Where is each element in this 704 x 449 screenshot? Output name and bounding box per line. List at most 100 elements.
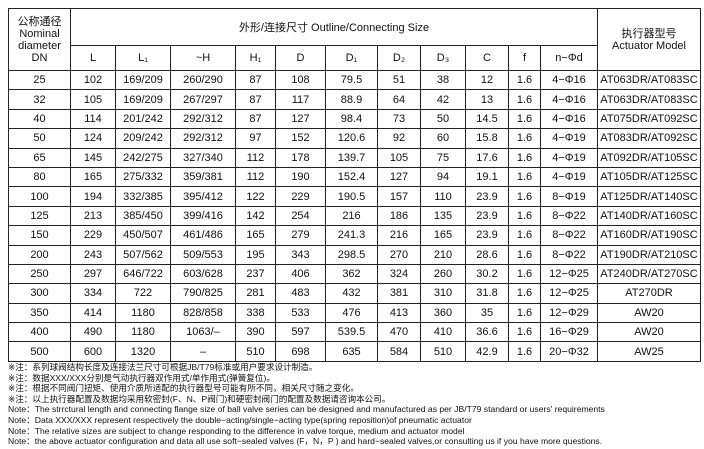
table-row: 65 145 242/275 327/340 112 178 139.7 105 75 17.6 1… <box>8 147 702 168</box>
table-cell: 237 <box>235 263 276 285</box>
table-cell: 178 <box>275 147 326 168</box>
table-cell: 360 <box>420 302 466 324</box>
note-line: Note：the above actuator configuration an… <box>8 436 603 447</box>
table-cell: 165 <box>420 225 466 246</box>
column-header: n−Φd <box>539 45 599 71</box>
table-cell: AT270DR <box>597 283 702 304</box>
table-cell: 4−Φ19 <box>539 147 599 168</box>
table-head: 公称通径 Nominal diameter DN 外形/连接尺寸 Outline/Con… <box>8 8 702 71</box>
table-cell: 270 <box>377 244 421 265</box>
table-cell: 209/242 <box>115 128 171 149</box>
table-cell: 250 <box>8 263 71 285</box>
table-row: 350 414 1180 828/858 338 533 476 413 360 35 1.6 12−… <box>8 302 702 324</box>
spec-table-wrap: 公称通径 Nominal diameter DN 外形/连接尺寸 Outline/Con… <box>8 8 702 362</box>
table-cell: 51 <box>377 69 421 91</box>
table-cell: 112 <box>235 147 276 168</box>
table-cell: 23.9 <box>465 225 509 246</box>
table-cell: AT063DR/AT083SC <box>597 69 702 91</box>
table-cell: 30.2 <box>465 263 509 285</box>
header-row: 公称通径 Nominal diameter DN 外形/连接尺寸 Outline/Con… <box>8 8 702 71</box>
table-cell: 350 <box>8 302 71 324</box>
table-cell: AT125DR/AT140SC <box>597 186 702 207</box>
table-cell: 50 <box>8 128 71 149</box>
group-header: 外形/连接尺寸 Outline/Connecting Size <box>69 8 599 46</box>
table-cell: 139.7 <box>325 147 378 168</box>
table-row: 400 490 1180 1063/– 390 597 539.5 470 410 36.6 1.6… <box>8 322 702 343</box>
table-cell: 120.6 <box>325 128 378 149</box>
table-cell: AT140DR/AT160SC <box>597 205 702 227</box>
table-cell: 400 <box>8 322 71 343</box>
table-cell: 110 <box>420 186 466 207</box>
table-cell: 150 <box>8 225 71 246</box>
table-cell: 385/450 <box>115 205 171 227</box>
table-cell: 292/312 <box>170 128 236 149</box>
table-cell: 279 <box>275 225 326 246</box>
table-cell: 36.6 <box>465 322 509 343</box>
dn-header-line: Nominal <box>19 27 60 40</box>
column-header: C <box>465 45 509 71</box>
table-cell: 14.5 <box>465 108 509 130</box>
table-cell: 343 <box>275 244 326 265</box>
table-cell: 1.6 <box>508 205 541 227</box>
dn-header-line: 公称通径 <box>17 15 62 28</box>
table-cell: 338 <box>235 302 276 324</box>
table-cell: 828/858 <box>170 302 236 324</box>
table-cell: AT240DR/AT270SC <box>597 263 702 285</box>
table-cell: 108 <box>275 69 326 91</box>
column-header: D <box>275 45 326 71</box>
column-header: H₁ <box>235 45 276 71</box>
table-cell: 310 <box>420 283 466 304</box>
table-cell: 145 <box>70 147 116 168</box>
notes: ※注：系列球阀结构长度及连接法兰尺寸可根据JB/T79标准或用户要求设计制造。 ※… <box>8 362 605 447</box>
table-cell: 698 <box>275 341 326 362</box>
table-cell: 105 <box>70 89 116 110</box>
table-row: 40 114 201/242 292/312 87 127 98.4 73 50 14.5 1.6 4… <box>8 108 702 130</box>
table-row: 250 297 646/722 603/628 237 406 362 324 260 30.2 1… <box>8 263 702 285</box>
table-cell: 254 <box>275 205 326 227</box>
table-row: 32 105 169/209 267/297 87 117 88.9 64 42 13 1.6 4−Φ… <box>8 89 702 110</box>
dn-header: 公称通径 Nominal diameter DN <box>8 8 71 71</box>
table-cell: 73 <box>377 108 421 130</box>
table-cell: 216 <box>377 225 421 246</box>
table-cell: 1.6 <box>508 244 541 265</box>
table-cell: 260 <box>420 263 466 285</box>
table-cell: 190 <box>275 166 326 188</box>
table-cell: 98.4 <box>325 108 378 130</box>
table-cell: 324 <box>377 263 421 285</box>
table-cell: – <box>170 341 236 362</box>
table-cell: 88.9 <box>325 89 378 110</box>
table-cell: 169/209 <box>115 89 171 110</box>
table-cell: 35 <box>465 302 509 324</box>
actuator-header: 执行器型号 Actuator Model <box>597 8 702 71</box>
spec-table: 公称通径 Nominal diameter DN 外形/连接尺寸 Outline/Con… <box>8 8 702 362</box>
table-cell: 15.8 <box>465 128 509 149</box>
table-cell: 4−Φ19 <box>539 128 599 149</box>
column-header: f <box>508 45 541 71</box>
table-cell: 17.6 <box>465 147 509 168</box>
table-cell: AT190DR/AT210SC <box>597 244 702 265</box>
table-cell: 267/297 <box>170 89 236 110</box>
table-cell: 390 <box>235 322 276 343</box>
table-cell: 635 <box>325 341 378 362</box>
table-cell: AT160DR/AT190SC <box>597 225 702 246</box>
table-cell: 500 <box>8 341 71 362</box>
table-cell: 1.6 <box>508 128 541 149</box>
table-row: 100 194 332/385 395/412 122 229 190.5 157 110 23.… <box>8 186 702 207</box>
table-cell: 75 <box>420 147 466 168</box>
table-cell: 87 <box>235 89 276 110</box>
table-cell: 97 <box>235 128 276 149</box>
table-cell: 50 <box>420 108 466 130</box>
table-cell: 12−Φ29 <box>539 302 599 324</box>
table-row: 125 213 385/450 399/416 142 254 216 186 135 23.9 1… <box>8 205 702 227</box>
table-cell: 114 <box>70 108 116 130</box>
table-cell: 597 <box>275 322 326 343</box>
table-cell: 186 <box>377 205 421 227</box>
table-cell: AT105DR/AT125SC <box>597 166 702 188</box>
table-cell: 216 <box>325 205 378 227</box>
note-line: ※注：根据不同阀门扭矩、使用介质所适配的执行器型号可能有所不同，相关尺寸随之变化… <box>8 383 359 394</box>
table-cell: 13 <box>465 89 509 110</box>
table-cell: 603/628 <box>170 263 236 285</box>
table-cell: 241.3 <box>325 225 378 246</box>
